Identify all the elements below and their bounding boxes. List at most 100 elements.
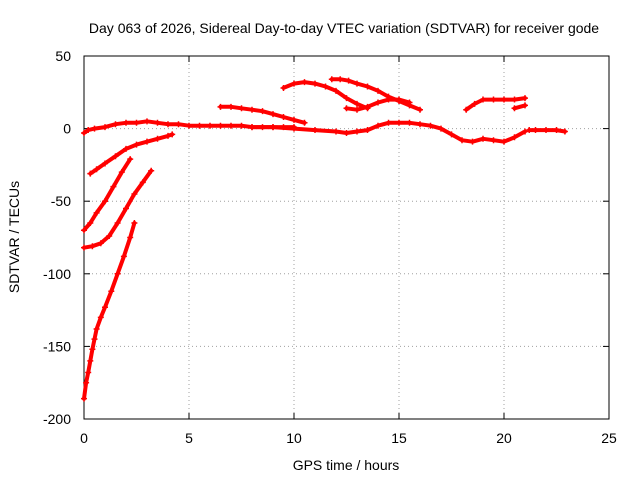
data-point (301, 79, 308, 86)
data-point (81, 244, 87, 251)
data-point (127, 234, 134, 241)
y-axis-label: SDTVAR / TECUs (6, 181, 22, 293)
data-point (553, 127, 560, 134)
data-point (93, 166, 100, 173)
data-point (165, 132, 171, 139)
data-point (139, 179, 146, 186)
series-sat-11 (463, 95, 528, 113)
data-point (249, 106, 255, 113)
data-point (108, 288, 115, 295)
data-point (312, 80, 318, 87)
data-point (131, 190, 138, 197)
data-point (112, 153, 119, 160)
data-point (238, 105, 245, 112)
data-point (85, 127, 92, 134)
chart-title: Day 063 of 2026, Sidereal Day-to-day VTE… (89, 20, 599, 36)
data-point (123, 119, 129, 126)
data-point (448, 131, 455, 138)
series-sat-12 (511, 102, 528, 112)
data-point (396, 96, 402, 103)
series-line (82, 221, 137, 401)
data-point (522, 102, 528, 109)
x-tick-label: 15 (391, 430, 407, 446)
data-point (154, 135, 161, 142)
data-point (471, 100, 478, 107)
data-point (196, 122, 203, 129)
data-point (114, 270, 121, 277)
data-point (81, 395, 87, 402)
data-point (144, 138, 150, 145)
data-point (259, 108, 266, 115)
data-point (291, 80, 297, 87)
data-point (106, 233, 113, 240)
data-point (144, 118, 150, 125)
data-point (133, 141, 140, 148)
data-point (406, 99, 413, 106)
data-point (427, 122, 434, 129)
data-point (364, 127, 371, 134)
x-tick-label: 20 (496, 430, 512, 446)
series-sat-02 (87, 131, 176, 177)
data-point (354, 106, 360, 113)
data-point (175, 121, 182, 128)
x-tick-label: 0 (80, 430, 88, 446)
data-point (123, 205, 129, 212)
data-point (463, 106, 470, 113)
data-point (385, 96, 392, 103)
data-point (291, 116, 297, 123)
data-point (480, 96, 486, 103)
data-point (375, 99, 381, 106)
data-point (123, 145, 129, 152)
data-point (328, 76, 335, 83)
data-point (543, 127, 549, 134)
data-point (396, 119, 402, 126)
data-point (343, 95, 350, 102)
data-point (97, 314, 104, 321)
data-point (385, 119, 392, 126)
data-point (118, 169, 125, 176)
data-point (501, 138, 507, 145)
data-point (270, 124, 276, 131)
data-point (89, 346, 96, 353)
data-point (91, 336, 98, 343)
axis-ticks: 0 5 10 15 20 25 -200 -150 -100 -50 0 50 (43, 48, 617, 446)
data-point (81, 227, 87, 234)
data-point (364, 83, 371, 90)
data-point (291, 125, 297, 132)
data-point (93, 209, 100, 216)
data-point (490, 96, 497, 103)
data-point (480, 135, 486, 142)
y-tick-label: -50 (51, 193, 71, 209)
series-sat-13 (526, 127, 568, 135)
data-point (249, 124, 255, 131)
data-point (102, 198, 108, 205)
data-point (522, 128, 528, 135)
data-point (354, 80, 360, 87)
series-sat-04 (81, 167, 155, 251)
data-point (89, 243, 96, 250)
data-point (81, 129, 87, 136)
data-point (490, 137, 497, 144)
data-point (375, 87, 381, 94)
data-point (114, 219, 121, 226)
data-point (87, 170, 94, 177)
data-point (127, 156, 134, 163)
data-point (280, 113, 287, 120)
data-point (91, 125, 98, 132)
data-point (102, 124, 108, 131)
series-sat-03 (81, 156, 134, 234)
data-point (93, 325, 100, 332)
data-point (97, 240, 104, 247)
series-group (81, 76, 568, 402)
data-point (459, 137, 465, 144)
data-point (102, 160, 108, 167)
data-point (165, 121, 171, 128)
data-point (345, 77, 352, 84)
data-point (120, 253, 127, 260)
data-point (154, 119, 161, 126)
data-point (522, 95, 528, 102)
plot-area-frame (83, 55, 610, 420)
data-point (217, 122, 224, 129)
data-point (343, 105, 350, 112)
